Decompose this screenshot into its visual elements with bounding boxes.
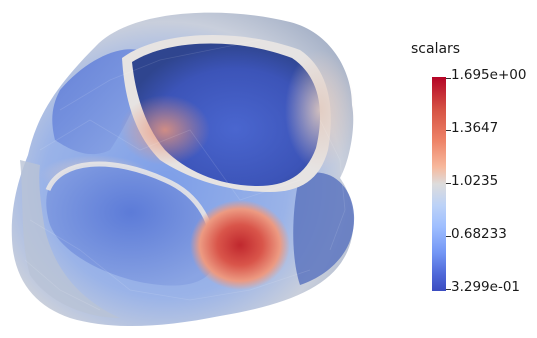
scalar-tick: [446, 236, 451, 237]
mesh-left-rim: [20, 160, 120, 318]
mesh-facets: [24, 39, 346, 311]
scalar-color-bar: [432, 77, 446, 291]
scalar-tick: [446, 78, 451, 79]
scalar-tick: [446, 130, 451, 131]
scalar-tick-label-max: 1.695e+00: [451, 67, 527, 83]
mesh-lower-opening: [46, 163, 215, 286]
scalar-tick: [446, 289, 451, 290]
scalar-tick-label: 0.68233: [451, 226, 507, 242]
mesh-warm-ridge: [120, 95, 210, 165]
scalar-tick: [446, 183, 451, 184]
mesh-high-value-region: [190, 200, 290, 290]
scalar-tick-label: 1.3647: [451, 120, 499, 136]
mesh-warm-region-right: [285, 50, 355, 170]
scalar-tick-label-min: 3.299e-01: [451, 279, 521, 295]
mesh-right-lobe: [293, 172, 355, 285]
scalar-bar-title: scalars: [411, 41, 461, 57]
scalar-tick-label: 1.0235: [451, 173, 499, 189]
